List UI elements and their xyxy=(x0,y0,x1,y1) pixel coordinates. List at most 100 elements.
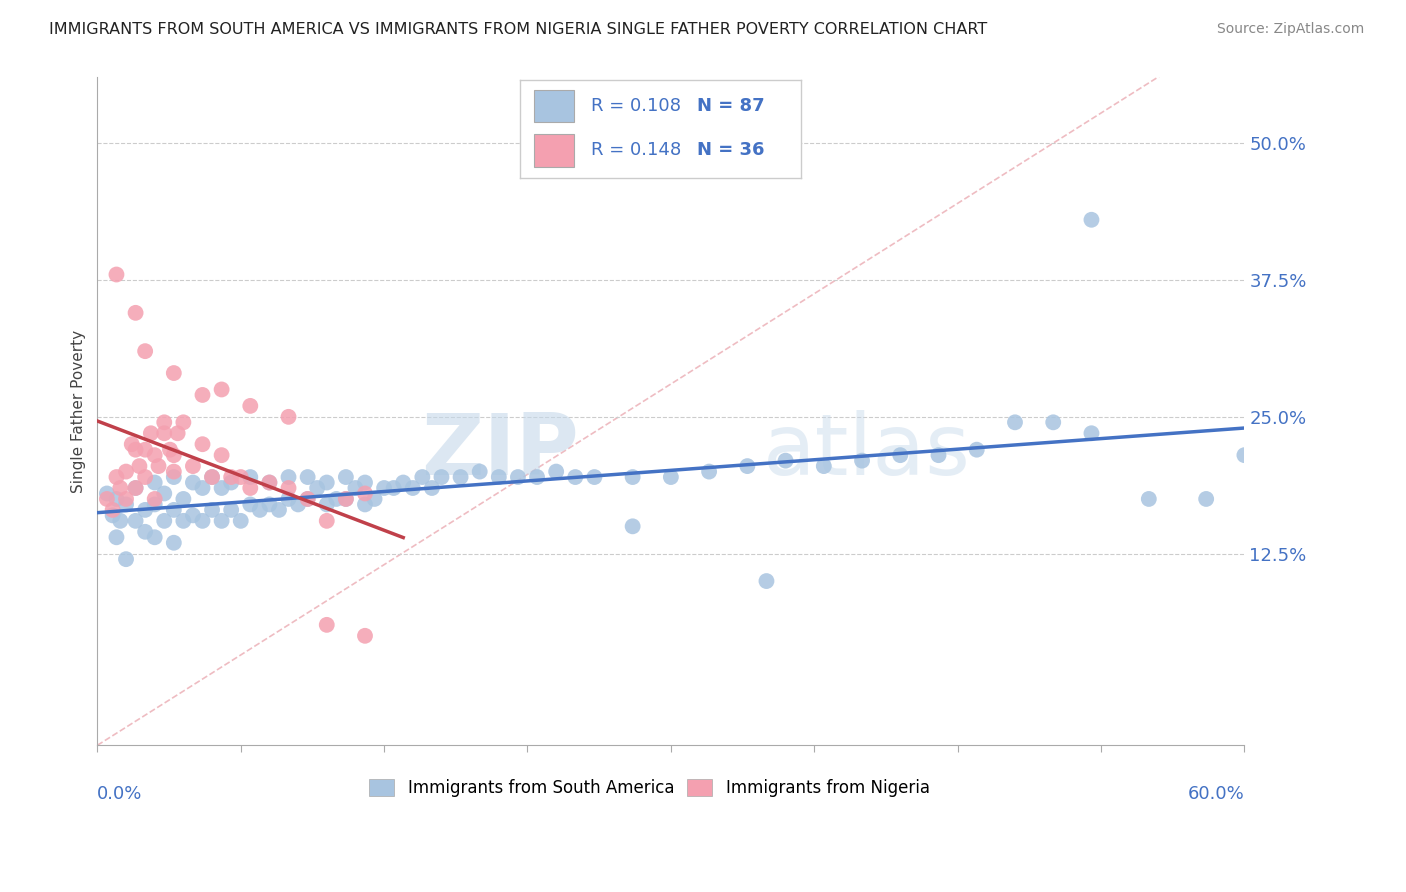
Point xyxy=(134,344,156,359)
Point xyxy=(96,491,118,506)
Point xyxy=(115,552,138,566)
Point xyxy=(1080,212,1102,227)
Point xyxy=(124,306,146,320)
Point xyxy=(506,470,529,484)
Point xyxy=(737,459,759,474)
Point xyxy=(211,481,233,495)
Point xyxy=(1137,491,1160,506)
Point xyxy=(297,491,319,506)
Point xyxy=(697,465,720,479)
Point xyxy=(105,268,128,282)
Point xyxy=(163,366,186,380)
Point xyxy=(163,535,186,549)
Point xyxy=(259,475,281,490)
Point xyxy=(124,481,146,495)
Point xyxy=(621,470,644,484)
Point xyxy=(201,470,224,484)
Text: N = 87: N = 87 xyxy=(697,97,765,115)
Point xyxy=(411,470,433,484)
Point xyxy=(966,442,988,457)
Point xyxy=(239,497,262,511)
Point xyxy=(163,503,186,517)
Point xyxy=(468,465,491,479)
Point xyxy=(110,481,132,495)
Point xyxy=(105,491,128,506)
Point xyxy=(181,475,204,490)
Point xyxy=(277,409,299,424)
Point xyxy=(166,426,188,441)
Text: R = 0.148: R = 0.148 xyxy=(591,141,681,159)
Point xyxy=(105,470,128,484)
Point xyxy=(134,503,156,517)
Point xyxy=(239,399,262,413)
Point xyxy=(181,508,204,523)
Point xyxy=(121,437,143,451)
Point xyxy=(229,514,252,528)
Point xyxy=(115,497,138,511)
Point xyxy=(277,491,299,506)
Text: N = 36: N = 36 xyxy=(697,141,765,159)
Point xyxy=(163,465,186,479)
Point xyxy=(128,459,150,474)
Text: R = 0.108: R = 0.108 xyxy=(591,97,681,115)
Point xyxy=(153,426,176,441)
Point xyxy=(239,481,262,495)
Point xyxy=(488,470,510,484)
Point xyxy=(1004,415,1026,429)
Point xyxy=(181,459,204,474)
Point xyxy=(307,481,329,495)
Point xyxy=(267,503,290,517)
Point xyxy=(172,514,194,528)
Point xyxy=(297,470,319,484)
Point xyxy=(143,530,166,544)
Point xyxy=(124,442,146,457)
Point xyxy=(851,453,873,467)
Text: atlas: atlas xyxy=(762,410,970,493)
Point xyxy=(191,437,214,451)
Point xyxy=(382,481,405,495)
Point xyxy=(402,481,425,495)
Point xyxy=(211,448,233,462)
Point xyxy=(219,475,242,490)
Point xyxy=(115,491,138,506)
Point xyxy=(583,470,606,484)
FancyBboxPatch shape xyxy=(534,134,574,167)
Point xyxy=(143,491,166,506)
Point xyxy=(134,524,156,539)
Point xyxy=(315,475,337,490)
Point xyxy=(172,415,194,429)
Point xyxy=(354,629,377,643)
Point xyxy=(621,519,644,533)
Point xyxy=(928,448,950,462)
Point xyxy=(153,415,176,429)
Point xyxy=(191,481,214,495)
Point xyxy=(191,388,214,402)
Point xyxy=(277,481,299,495)
Point xyxy=(101,503,124,517)
Point xyxy=(259,497,281,511)
Legend: Immigrants from Nigeria: Immigrants from Nigeria xyxy=(681,772,936,804)
Point xyxy=(546,465,568,479)
Point xyxy=(392,475,415,490)
Point xyxy=(163,470,186,484)
Point xyxy=(201,470,224,484)
Point xyxy=(1195,491,1218,506)
Point xyxy=(101,508,124,523)
Point xyxy=(134,470,156,484)
Point xyxy=(201,503,224,517)
Point xyxy=(564,470,586,484)
Point xyxy=(363,491,385,506)
Point xyxy=(159,442,181,457)
Point xyxy=(143,448,166,462)
Point xyxy=(110,514,132,528)
Point xyxy=(229,470,252,484)
Point xyxy=(211,383,233,397)
Point xyxy=(344,481,367,495)
Text: IMMIGRANTS FROM SOUTH AMERICA VS IMMIGRANTS FROM NIGERIA SINGLE FATHER POVERTY C: IMMIGRANTS FROM SOUTH AMERICA VS IMMIGRA… xyxy=(49,22,987,37)
Point xyxy=(450,470,472,484)
Point xyxy=(134,442,156,457)
Point xyxy=(143,497,166,511)
Point xyxy=(287,497,309,511)
Point xyxy=(139,426,162,441)
Point xyxy=(813,459,835,474)
